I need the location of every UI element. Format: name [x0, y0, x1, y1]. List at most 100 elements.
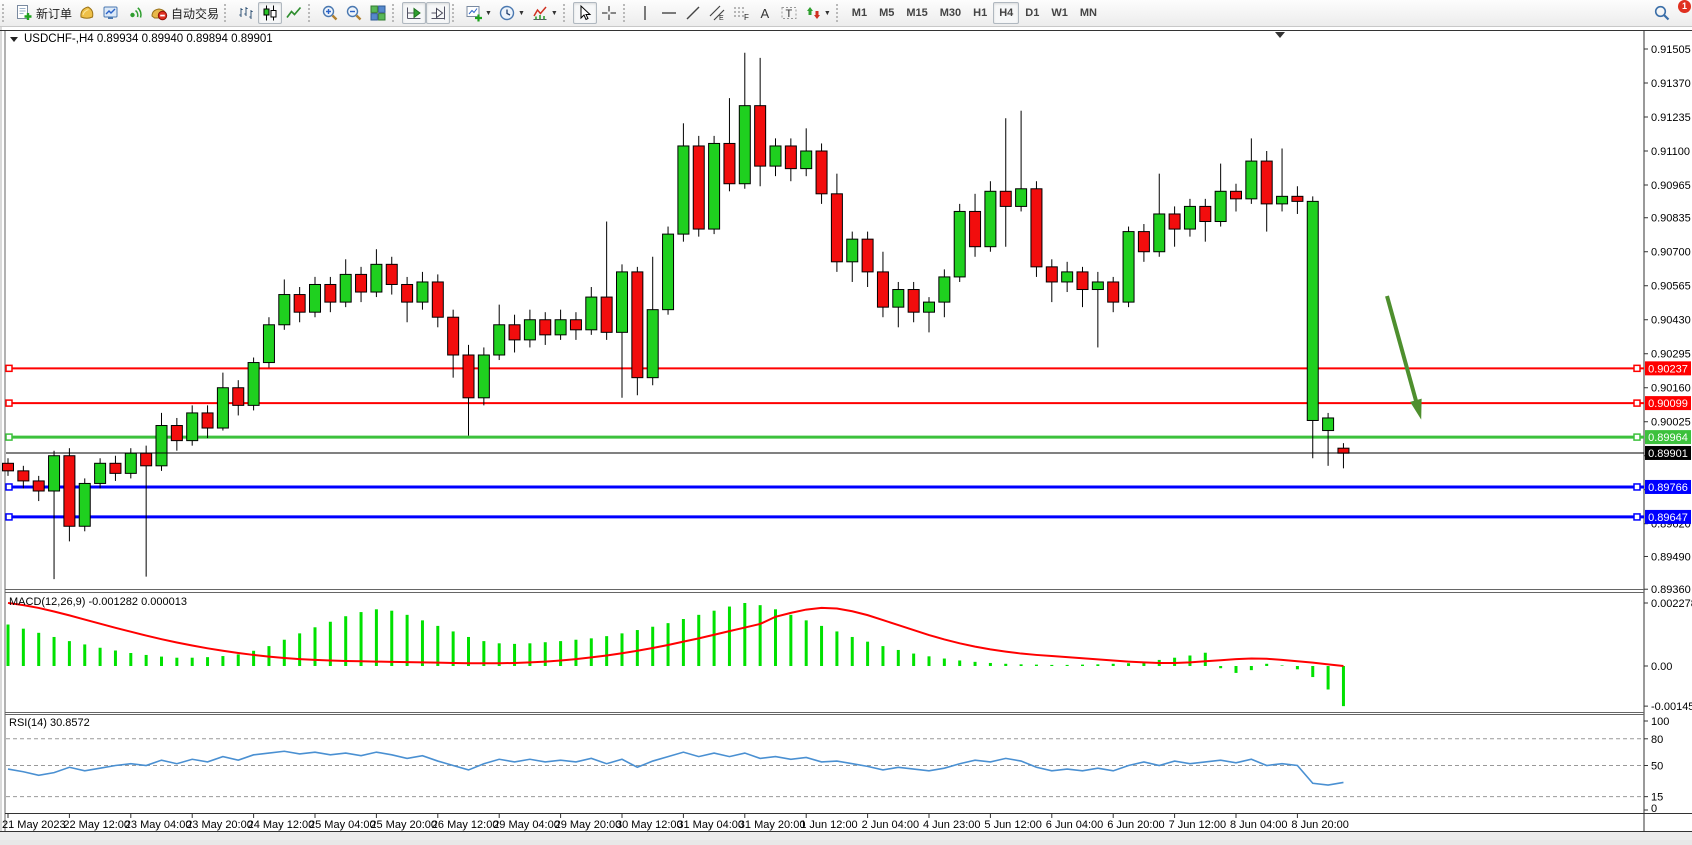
vline-icon: [636, 4, 654, 22]
timeframe-m15-button[interactable]: M15: [906, 7, 928, 19]
labelT-icon: T: [780, 4, 798, 22]
linechart-icon: [285, 4, 303, 22]
chevron-down-icon: ▼: [550, 9, 558, 17]
chart-shift-marker[interactable]: [1275, 32, 1285, 38]
price-tick-label: 0.90565: [1651, 281, 1691, 293]
horizontal-line-tool-button[interactable]: [657, 2, 681, 24]
new-order-button[interactable]: 新订单: [12, 2, 75, 24]
candle-body: [1183, 205, 1196, 230]
zoom-in-button[interactable]: [318, 2, 342, 24]
candle-body: [63, 455, 76, 527]
toolbar-grip: [308, 4, 315, 22]
svg-text:T: T: [785, 8, 792, 20]
candle-body: [677, 145, 690, 235]
candle-body: [830, 193, 843, 263]
autotrade-icon: [150, 4, 168, 22]
candle-body: [754, 105, 767, 167]
candle-body: [969, 210, 982, 248]
time-tick-label: 8 Jun 20:00: [1291, 819, 1349, 831]
candle-body: [355, 273, 368, 293]
candle-body: [1091, 281, 1104, 291]
candle-body: [124, 452, 137, 474]
gold-icon: [78, 4, 96, 22]
chart-shift-button[interactable]: [426, 2, 451, 24]
timeframe-h4-button[interactable]: H4: [993, 2, 1020, 24]
candle-body: [155, 425, 168, 467]
bar-chart-button[interactable]: [234, 2, 258, 24]
candle-body: [631, 271, 644, 379]
crosshair-icon: [600, 4, 618, 22]
vertical-line-tool-button[interactable]: [633, 2, 657, 24]
timeframe-mn-button[interactable]: MN: [1079, 7, 1097, 19]
profiles-button[interactable]: ▼: [495, 2, 528, 24]
candle-body: [401, 283, 414, 303]
time-tick-label: 5 Jun 12:00: [984, 819, 1042, 831]
toolbar-grip: [622, 4, 630, 22]
arrows-icon: [804, 4, 822, 22]
timeframe-h1-button[interactable]: H1: [973, 7, 988, 19]
chart-area[interactable]: 0.91505 0.91370 0.91235 0.91100 0.90965 0.908…: [0, 27, 1692, 840]
cursor-button[interactable]: [572, 2, 597, 24]
candle-body: [569, 319, 582, 331]
candle-body: [247, 362, 260, 406]
candle-body: [1306, 200, 1319, 421]
support-line-blue-1-handle[interactable]: [5, 483, 13, 491]
search-button[interactable]: [1650, 2, 1674, 24]
candle-body: [94, 462, 107, 484]
timeframe-m30-button[interactable]: M30: [939, 7, 962, 19]
candle-body: [431, 281, 444, 318]
arrows-tool-button[interactable]: ▼: [801, 2, 834, 24]
candle-body: [1076, 271, 1089, 291]
zoom-out-button[interactable]: [342, 2, 366, 24]
toolbar-grip: [224, 4, 231, 22]
blue-monitor-icon: [102, 4, 120, 22]
down-arrow-object[interactable]: [1385, 295, 1420, 409]
clock-icon: [498, 4, 516, 22]
trendline-tool-button[interactable]: [681, 2, 705, 24]
chart-title: USDCHF-,H4 0.89934 0.89940 0.89894 0.899…: [10, 33, 273, 45]
support-line-green-handle[interactable]: [5, 433, 13, 441]
timeframe-m1-button[interactable]: M1: [851, 7, 868, 19]
candle-body: [1015, 188, 1028, 207]
toolbar-group-trade: 新订单 自动交易: [12, 0, 222, 26]
timeframe-m5-button[interactable]: M5: [879, 7, 895, 19]
main-toolbar: 新订单 自动交易 ▼ ▼ ▼ E F A T ▼ M1 M5 M15 M30 H1 H4 D1 W1 MN 1: [0, 0, 1692, 34]
zoomin-icon: [321, 4, 339, 22]
macd-axis-label: 0.002278: [1651, 598, 1692, 610]
indicators-button[interactable]: ▼: [528, 2, 561, 24]
auto-scroll-button[interactable]: [402, 2, 427, 24]
new-chart-button[interactable]: ▼: [462, 2, 495, 24]
resistance-line-1-handle[interactable]: [5, 364, 13, 373]
auto-trading-button[interactable]: 自动交易: [147, 2, 222, 24]
time-tick-label: 7 Jun 12:00: [1169, 819, 1227, 831]
newchart-icon: [465, 4, 483, 22]
time-tick-label: 8 Jun 04:00: [1230, 819, 1288, 831]
timeframe-w1-button[interactable]: W1: [1051, 7, 1068, 19]
channel-tool-button[interactable]: E: [705, 2, 729, 24]
candle-chart-button[interactable]: [258, 2, 283, 24]
time-tick-label: 22 May 12:00: [63, 819, 130, 831]
symbol-dropdown-icon[interactable]: [10, 37, 18, 42]
resistance-line-2-handle[interactable]: [5, 399, 13, 407]
candle-body: [1291, 195, 1304, 202]
support-line-blue-2-handle[interactable]: [5, 513, 13, 521]
fibonacci-tool-button[interactable]: F: [729, 2, 753, 24]
toolbar-grip: [562, 4, 570, 22]
line-chart-button[interactable]: [282, 2, 306, 24]
price-badge: 0.90237: [1648, 363, 1688, 375]
time-tick-label: 31 May 04:00: [677, 819, 744, 831]
signals-button[interactable]: [123, 2, 147, 24]
market-watch-button[interactable]: [99, 2, 123, 24]
candle-body: [385, 263, 398, 285]
text-tool-button[interactable]: A: [753, 2, 777, 24]
label-tool-button[interactable]: T: [777, 2, 801, 24]
down-arrow-head: [1410, 398, 1422, 420]
timeframe-d1-button[interactable]: D1: [1025, 7, 1040, 19]
crosshair-button[interactable]: [597, 2, 621, 24]
charts-shelf-button[interactable]: [75, 2, 99, 24]
tile-windows-button[interactable]: [366, 2, 390, 24]
rsi-axis-label: 50: [1651, 761, 1663, 773]
candle-body: [477, 354, 490, 399]
candle-body: [662, 233, 675, 311]
